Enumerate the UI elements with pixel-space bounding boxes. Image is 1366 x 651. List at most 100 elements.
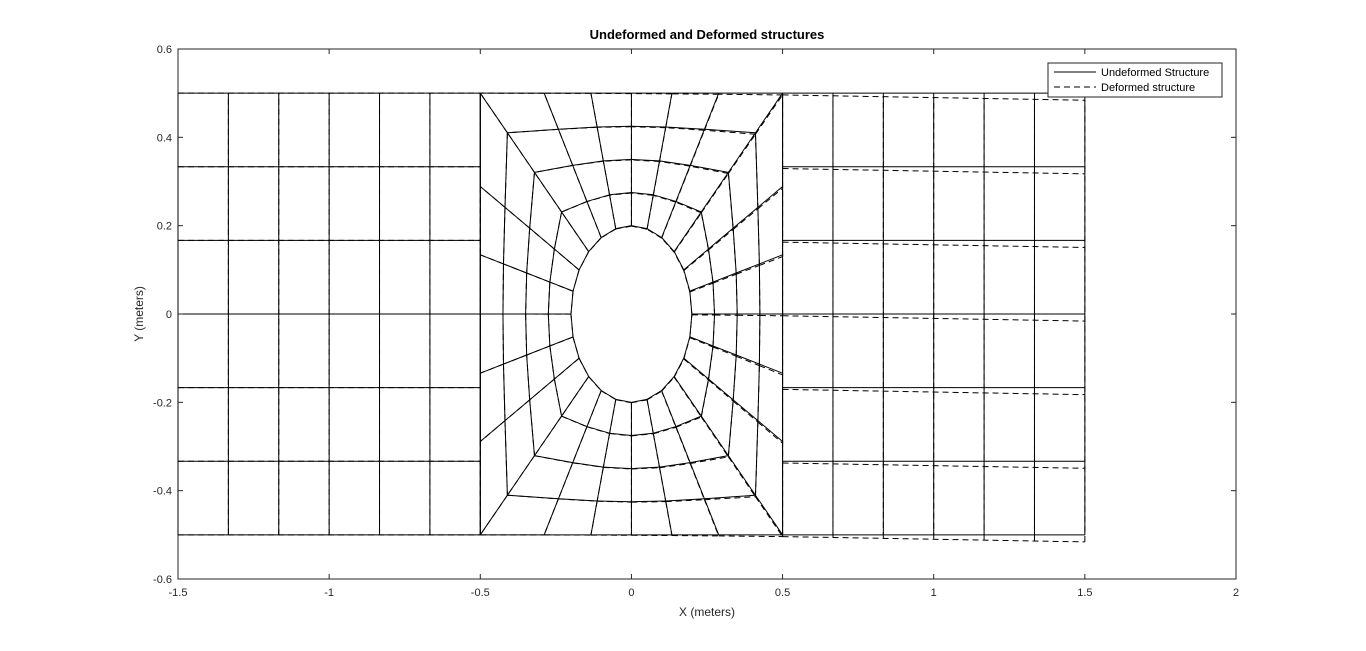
undeformed-edge xyxy=(631,192,654,196)
deformed-edge xyxy=(665,499,705,503)
deformed-edge xyxy=(712,283,716,316)
deformed-edge xyxy=(554,357,580,380)
deformed-edge xyxy=(529,378,555,401)
deformed-edge xyxy=(661,237,675,253)
legend-box xyxy=(1047,62,1223,98)
deformed-edge xyxy=(735,274,738,316)
undeformed-edge xyxy=(646,194,654,229)
undeformed-edge xyxy=(712,345,737,356)
deformed-edge xyxy=(543,93,559,130)
x-tick-label: 1 xyxy=(931,587,937,599)
undeformed-edge xyxy=(683,357,709,380)
deformed-edge xyxy=(758,315,761,366)
deformed-edge xyxy=(600,228,617,239)
undeformed-edge xyxy=(712,313,716,346)
deformed-edge xyxy=(646,195,654,230)
deformed-edge xyxy=(757,187,783,210)
deformed-edge xyxy=(703,94,720,131)
deformed-edge xyxy=(631,467,660,470)
deformed-edge xyxy=(561,376,590,417)
deformed-edge xyxy=(665,501,673,536)
deformed-edge xyxy=(782,94,1085,101)
deformed-edge xyxy=(689,282,714,293)
undeformed-edge xyxy=(689,336,714,347)
deformed-edge xyxy=(549,281,574,292)
deformed-edge xyxy=(689,337,714,348)
deformed-edge xyxy=(652,161,660,196)
undeformed-edge xyxy=(759,254,783,265)
legend: Undeformed Structure Deformed structure xyxy=(1047,62,1223,98)
deformed-edge xyxy=(504,399,531,422)
deformed-edge xyxy=(646,390,662,401)
deformed-edge xyxy=(572,426,588,464)
deformed-edge xyxy=(707,346,714,381)
deformed-edge xyxy=(675,201,702,214)
deformed-edge xyxy=(690,165,729,175)
undeformed-edge xyxy=(700,172,729,213)
deformed-edge xyxy=(735,315,738,357)
deformed-edge xyxy=(704,129,756,135)
deformed-edge xyxy=(661,376,675,392)
deformed-edge xyxy=(782,315,1085,322)
deformed-edge xyxy=(534,165,573,173)
deformed-edge xyxy=(503,263,527,274)
undeformed-edge xyxy=(759,363,783,374)
deformed-edge xyxy=(718,535,783,538)
deformed-edge xyxy=(673,358,685,378)
deformed-edge xyxy=(609,195,617,230)
undeformed-edge xyxy=(755,92,783,134)
deformed-edge xyxy=(704,496,756,501)
deformed-edge xyxy=(504,206,531,229)
deformed-edge xyxy=(586,201,602,238)
deformed-edge xyxy=(707,249,714,284)
deformed-edge xyxy=(615,225,632,230)
deformed-edge xyxy=(755,496,783,537)
deformed-edge xyxy=(755,94,783,135)
deformed-edge xyxy=(659,467,667,502)
undeformed-edge xyxy=(529,399,535,456)
undeformed-edge xyxy=(609,194,617,229)
undeformed-edge xyxy=(732,206,759,229)
undeformed-edge xyxy=(757,420,783,442)
deformed-edge xyxy=(732,208,759,230)
deformed-edge xyxy=(507,494,559,500)
deformed-edge xyxy=(506,132,535,173)
undeformed-edge xyxy=(683,248,709,271)
deformed-edge xyxy=(609,192,632,196)
deformed-edge xyxy=(479,494,508,536)
y-tick-label: 0.4 xyxy=(157,132,172,144)
deformed-edge xyxy=(572,462,604,468)
x-tick-label: -1.5 xyxy=(169,587,188,599)
undeformed-edge xyxy=(653,194,677,202)
deformed-edge xyxy=(673,376,702,418)
deformed-edge xyxy=(586,194,610,203)
deformed-edge xyxy=(758,265,761,316)
deformed-edge xyxy=(572,336,580,359)
deformed-edge xyxy=(665,127,705,131)
deformed-edge xyxy=(659,161,691,167)
undeformed-edge xyxy=(736,354,760,365)
deformed-edge xyxy=(683,337,691,360)
deformed-edge xyxy=(675,166,691,203)
deformed-edge xyxy=(526,272,551,283)
undeformed-edge xyxy=(502,207,506,264)
undeformed-edge xyxy=(502,364,506,421)
deformed-edge xyxy=(570,314,574,338)
deformed-edge xyxy=(603,466,632,470)
undeformed-edge xyxy=(700,415,729,456)
deformed-edge xyxy=(534,415,562,456)
undeformed-edge xyxy=(659,160,691,166)
deformed-edge xyxy=(479,186,506,208)
deformed-edge xyxy=(700,212,709,251)
deformed-edge xyxy=(689,463,705,500)
undeformed-edge xyxy=(652,160,660,195)
deformed-edge xyxy=(586,426,610,435)
deformed-edge xyxy=(782,168,1085,175)
undeformed-edge xyxy=(712,282,716,315)
deformed-edge xyxy=(700,173,729,214)
deformed-edge xyxy=(659,127,667,162)
deformed-edge xyxy=(596,127,604,162)
deformed-mesh xyxy=(177,92,1086,543)
deformed-edge xyxy=(572,269,580,292)
